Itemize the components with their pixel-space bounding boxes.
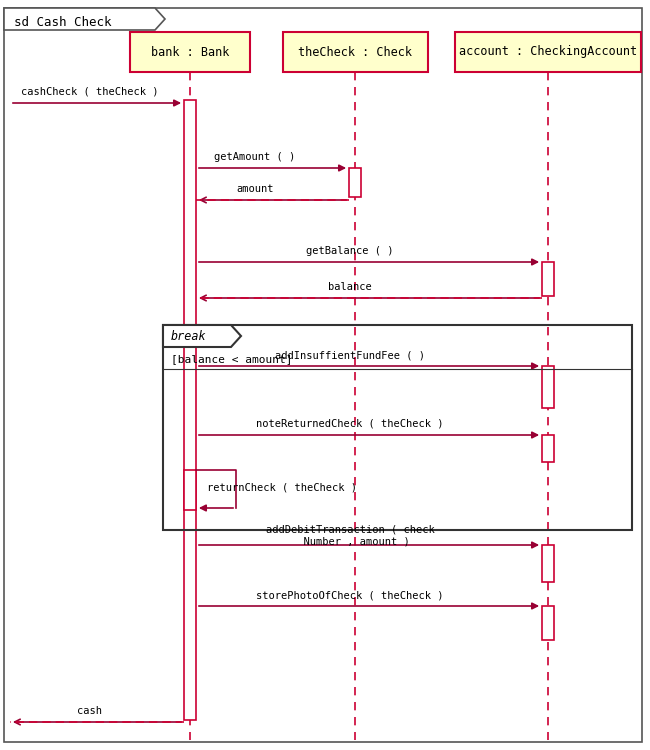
Polygon shape xyxy=(163,325,241,347)
Bar xyxy=(542,435,554,462)
Text: addDebitTransaction ( check: addDebitTransaction ( check xyxy=(266,525,434,535)
Text: cashCheck ( theCheck ): cashCheck ( theCheck ) xyxy=(21,87,159,97)
Text: bank : Bank: bank : Bank xyxy=(151,46,229,58)
Bar xyxy=(455,32,641,72)
Bar xyxy=(542,262,554,296)
Text: noteReturnedCheck ( theCheck ): noteReturnedCheck ( theCheck ) xyxy=(256,419,444,429)
Text: theCheck : Check: theCheck : Check xyxy=(298,46,412,58)
Text: storePhotoOfCheck ( theCheck ): storePhotoOfCheck ( theCheck ) xyxy=(256,590,444,600)
Bar xyxy=(163,325,632,530)
Bar xyxy=(184,470,196,510)
Text: break: break xyxy=(171,329,207,343)
Bar xyxy=(542,545,554,582)
Bar xyxy=(130,32,250,72)
Text: [balance < amount]: [balance < amount] xyxy=(171,354,292,364)
Bar xyxy=(349,168,361,197)
Text: getBalance ( ): getBalance ( ) xyxy=(306,246,394,256)
Bar xyxy=(542,366,554,408)
Text: addInsuffientFundFee ( ): addInsuffientFundFee ( ) xyxy=(275,350,425,360)
Text: cash: cash xyxy=(77,706,103,716)
Text: returnCheck ( theCheck ): returnCheck ( theCheck ) xyxy=(207,482,357,492)
Text: getAmount ( ): getAmount ( ) xyxy=(214,152,296,162)
Text: sd Cash Check: sd Cash Check xyxy=(14,16,112,28)
Text: Number , amount ): Number , amount ) xyxy=(291,537,410,547)
Text: balance: balance xyxy=(328,282,372,292)
Bar xyxy=(283,32,428,72)
Polygon shape xyxy=(4,8,165,30)
Text: account : CheckingAccount: account : CheckingAccount xyxy=(459,46,637,58)
Bar xyxy=(542,606,554,640)
Bar xyxy=(184,100,196,720)
Text: amount: amount xyxy=(236,184,274,194)
